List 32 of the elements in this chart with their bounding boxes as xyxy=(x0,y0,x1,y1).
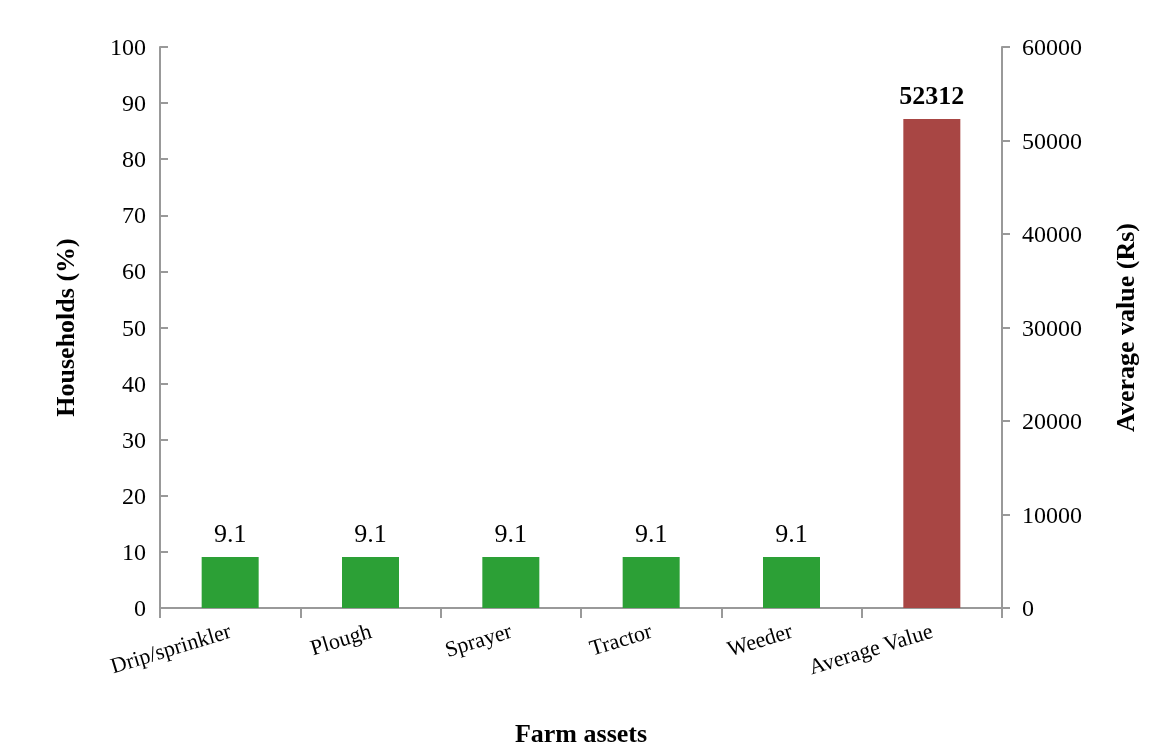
y2-tick-label: 40000 xyxy=(1022,221,1082,247)
data-label: 52312 xyxy=(899,81,965,111)
y-tick-label: 90 xyxy=(122,90,146,117)
y-tick-label: 30 xyxy=(122,426,146,453)
y-tick-label: 60 xyxy=(122,258,146,285)
y2-tick-label: 10000 xyxy=(1022,501,1082,528)
y-tick-label: 10 xyxy=(122,538,146,565)
data-label: 9.1 xyxy=(775,519,808,549)
y-tick-label: 40 xyxy=(122,370,146,397)
x-tick-label: Tractor xyxy=(586,617,656,661)
y2-axis-title: Average value (Rs) xyxy=(1110,223,1140,432)
y-tick-label: 50 xyxy=(122,314,146,341)
y2-tick-label: 20000 xyxy=(1022,408,1082,434)
x-tick-label: Average Value xyxy=(805,618,936,680)
x-tick-label: Sprayer xyxy=(441,617,516,662)
y-tick-label: 80 xyxy=(122,146,146,173)
y-tick-label: 70 xyxy=(122,202,146,229)
data-label: 9.1 xyxy=(213,519,247,549)
y-tick-label: 20 xyxy=(122,482,146,509)
x-tick-label: Weeder xyxy=(724,617,796,662)
x-tick-label: Plough xyxy=(307,618,375,661)
data-label: 9.1 xyxy=(634,519,668,549)
data-label: 9.1 xyxy=(494,519,528,549)
y2-tick-label: 0 xyxy=(1022,595,1034,621)
y2-tick-label: 30000 xyxy=(1022,314,1082,341)
y2-tick-label: 60000 xyxy=(1022,34,1082,60)
y2-tick-label: 50000 xyxy=(1022,127,1082,154)
data-label: 9.1 xyxy=(354,519,387,549)
y-axis-title: Households (%) xyxy=(50,238,80,417)
x-axis-title: Farm assets xyxy=(514,718,648,748)
y-tick-label: 0 xyxy=(134,595,146,621)
y-tick-label: 100 xyxy=(110,34,146,60)
